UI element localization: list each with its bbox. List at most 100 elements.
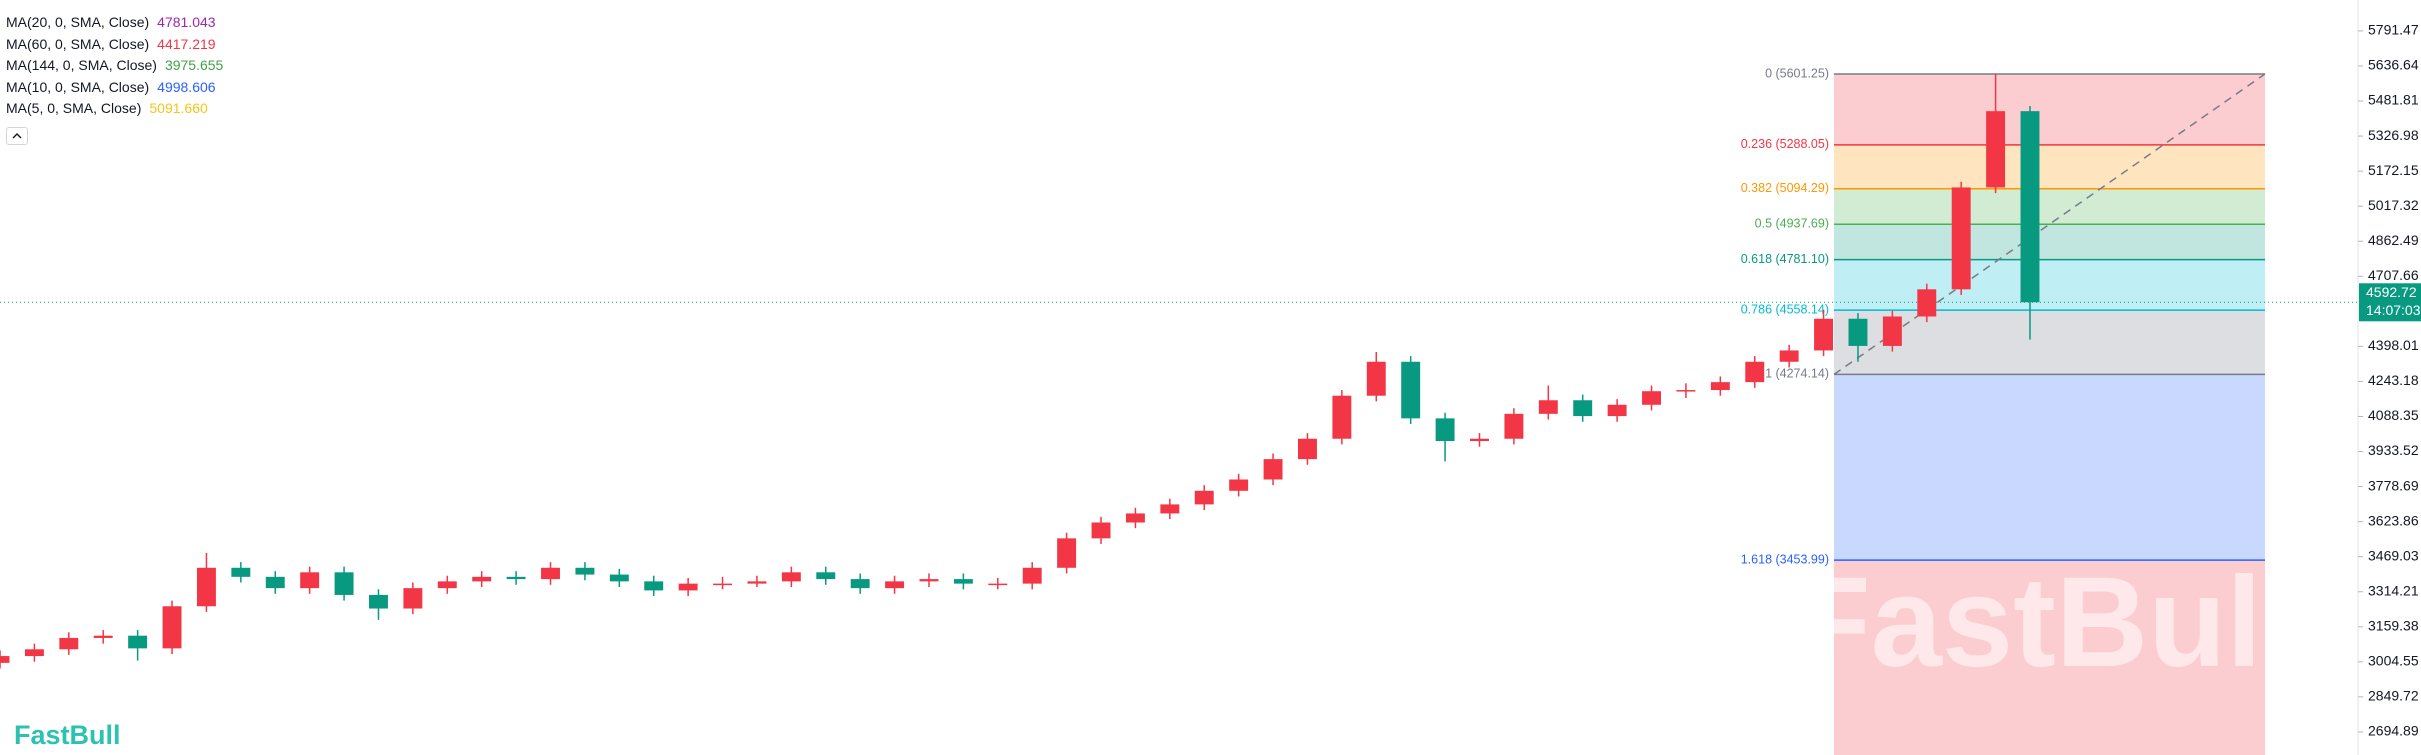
countdown-label: 14:07:03 (2366, 302, 2421, 318)
y-tick-label: 5791.47 (2368, 22, 2419, 38)
legend-value: 3975.655 (164, 57, 224, 73)
candle-body (1745, 361, 1765, 383)
candle-body (231, 567, 251, 577)
fib-zone (1834, 374, 2265, 561)
fib-zone (1834, 144, 2265, 189)
candle-body (1435, 418, 1455, 442)
candle-body (1607, 404, 1627, 417)
watermark: FastBull (1793, 551, 2298, 694)
candle-body (0, 656, 10, 663)
price-axis-bg (2358, 0, 2421, 755)
fib-zone (1834, 259, 2265, 311)
candle-body (437, 581, 457, 589)
legend-row: MA(60, 0, SMA, Close) 4417.219 (6, 34, 223, 56)
candle-body (747, 581, 767, 584)
candle-body (575, 567, 595, 575)
y-tick-label: 4088.35 (2368, 407, 2419, 423)
candle-body (541, 567, 560, 580)
candle-body (1814, 318, 1834, 351)
candle-body (1125, 513, 1145, 523)
candle-body (1538, 400, 1558, 414)
fib-label: 0.5 (4937.69) (1755, 216, 1829, 230)
fib-trend-line (1833, 73, 2266, 376)
candle-body (1951, 187, 1971, 290)
fib-zone (1834, 73, 2265, 145)
legend-row: MA(5, 0, SMA, Close) 5091.660 (6, 98, 223, 120)
fib-label: 0.618 (4781.10) (1741, 252, 1829, 266)
candle-body (334, 572, 354, 595)
fib-zone (1834, 224, 2265, 260)
legend-name: MA(60, 0, SMA, Close) (6, 35, 150, 52)
candle-body (369, 594, 388, 609)
candle-body (1401, 361, 1421, 419)
legend-row: MA(20, 0, SMA, Close) 4781.043 (6, 12, 223, 34)
candle-body (1297, 438, 1317, 460)
legend-name: MA(5, 0, SMA, Close) (6, 100, 142, 116)
candle-body (1986, 111, 2006, 188)
y-tick-label: 2694.89 (2368, 723, 2419, 739)
last-price-tag (2359, 283, 2421, 322)
candle-body (1504, 413, 1524, 439)
candle-body (953, 579, 973, 584)
y-tick-label: 5636.64 (2368, 57, 2419, 73)
candle-body (59, 637, 79, 650)
candle-body (644, 581, 664, 591)
candle-body (1882, 316, 1902, 346)
y-tick-label: 3933.52 (2368, 442, 2419, 458)
legend: MA(20, 0, SMA, Close) 4781.043 MA(60, 0, S… (6, 12, 223, 120)
collapse-button[interactable] (6, 127, 28, 145)
chevron (12, 133, 22, 139)
candle-body (300, 572, 320, 589)
y-tick-label: 3623.86 (2368, 512, 2419, 528)
legend-name: MA(10, 0, SMA, Close) (6, 78, 150, 95)
candle-body (1332, 395, 1352, 439)
y-tick-label: 4707.66 (2368, 267, 2419, 283)
candle-body (93, 635, 113, 638)
legend-name: MA(144, 0, SMA, Close) (6, 57, 157, 73)
fib-label: 0.382 (5094.29) (1741, 181, 1829, 195)
candle-body (919, 579, 939, 582)
fib-zone (1834, 310, 2265, 375)
fib-extension-zone (1834, 560, 2265, 755)
fib-label: 0.236 (5288.05) (1741, 137, 1829, 151)
candle-body (1366, 361, 1386, 396)
candle-body (713, 583, 733, 586)
candle-body (1917, 289, 1937, 317)
fib-label: 0 (5601.25) (1765, 66, 1829, 80)
fib-label: 1 (4274.14) (1765, 367, 1829, 381)
candle-body (1091, 522, 1111, 539)
y-tick-label: 3469.03 (2368, 547, 2419, 563)
candle-body (781, 572, 801, 582)
logo: FastBull (14, 720, 121, 750)
y-tick-label: 3778.69 (2368, 477, 2419, 493)
y-tick-label: 5172.15 (2368, 162, 2419, 178)
y-tick-label: 3004.55 (2368, 653, 2419, 669)
y-tick-label: 5017.32 (2368, 197, 2419, 213)
candle-body (1057, 538, 1077, 568)
y-tick-label: 5326.98 (2368, 127, 2419, 143)
legend-row: MA(144, 0, SMA, Close) 3975.655 (6, 55, 223, 77)
candle-body (1573, 400, 1593, 417)
fib-label: 1.618 (3453.99) (1741, 552, 1829, 566)
candle-body (1676, 390, 1696, 392)
candle-body (265, 576, 285, 589)
candle-body (1642, 391, 1661, 405)
candle-body (506, 576, 526, 580)
candle-body (1229, 479, 1249, 491)
fib-zone (1834, 188, 2265, 225)
candle-body (816, 572, 836, 580)
candle-body (850, 579, 870, 589)
candle-body (196, 567, 216, 607)
legend-value: 4417.219 (157, 35, 216, 52)
candle-body (1194, 490, 1214, 505)
y-tick-label: 4243.18 (2368, 372, 2419, 388)
candle-body (1779, 350, 1799, 362)
candle-body (1263, 459, 1283, 480)
candle-body (24, 649, 44, 657)
y-tick-label: 2849.72 (2368, 688, 2419, 704)
candle-body (988, 583, 1008, 586)
candle-body (1022, 567, 1042, 584)
y-tick-label: 5481.81 (2368, 92, 2419, 108)
y-tick-label: 3314.21 (2368, 582, 2419, 598)
legend-name: MA(20, 0, SMA, Close) (6, 14, 150, 30)
